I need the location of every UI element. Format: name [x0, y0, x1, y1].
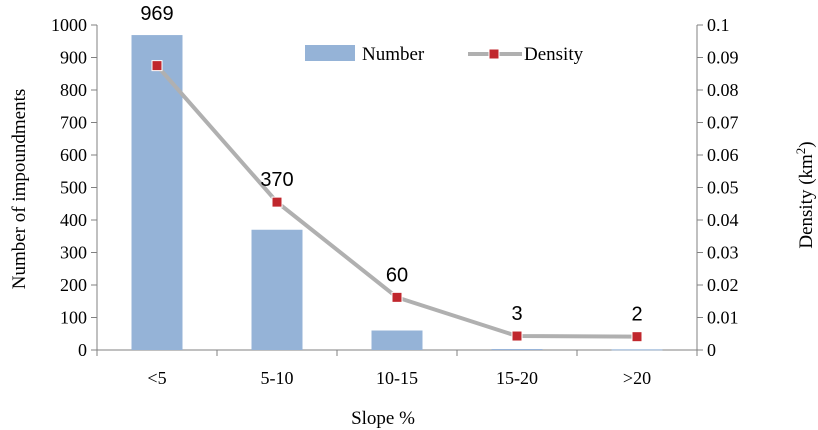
- data-labels: 969 370 60 3 2: [140, 3, 642, 326]
- y-left-tick-label: 900: [60, 48, 87, 68]
- bars-number: [131, 35, 663, 351]
- y-left-tick-label: 0: [78, 340, 87, 360]
- x-tick-label: 10-15: [376, 368, 418, 388]
- y-axis-right-title: Density (km2): [793, 141, 817, 248]
- y-axis-left-title: Number of impoundments: [9, 89, 30, 290]
- density-point: [511, 330, 523, 342]
- legend-label-density: Density: [524, 44, 584, 65]
- bar: [251, 229, 303, 350]
- bar-data-label: 370: [260, 169, 293, 191]
- legend-swatch-density-marker: [488, 48, 500, 60]
- legend-swatch-number: [305, 45, 355, 61]
- density-point: [391, 291, 403, 303]
- y-right-tick-label: 0.09: [707, 48, 739, 68]
- y-left-tick-label: 1000: [51, 15, 87, 35]
- density-point: [151, 60, 163, 72]
- x-tick-label: >20: [623, 368, 651, 388]
- bar-data-label: 60: [386, 264, 408, 286]
- y-left-tick-label: 600: [60, 145, 87, 165]
- y-right-tick-label: 0.01: [707, 308, 739, 328]
- line-density: [151, 60, 643, 343]
- bar: [611, 349, 663, 351]
- x-tick-label: <5: [147, 368, 166, 388]
- y-left-tick-label: 100: [60, 308, 87, 328]
- bar-data-label: 969: [140, 3, 173, 25]
- y-right-tick-label: 0.07: [707, 113, 739, 133]
- y-left-tick-label: 400: [60, 210, 87, 230]
- legend-label-number: Number: [362, 44, 425, 65]
- y-right-tick-label: 0.04: [707, 210, 739, 230]
- density-point: [631, 331, 643, 343]
- x-tick-label: 15-20: [496, 368, 538, 388]
- x-tick-label: 5-10: [261, 368, 294, 388]
- y-left-tick-label: 700: [60, 113, 87, 133]
- y-left-tick-label: 200: [60, 275, 87, 295]
- bar: [491, 349, 543, 351]
- y-right-tick-label: 0.08: [707, 80, 739, 100]
- axes: 0 100 200 300 400 500 600 700 800 900 1000 0 0.01 0.0…: [51, 15, 739, 388]
- y-right-tick-label: 0.03: [707, 243, 739, 263]
- bar: [371, 330, 423, 350]
- y-right-tick-label: 0: [707, 340, 716, 360]
- y-right-tick-label: 0.1: [707, 15, 730, 35]
- x-axis-title: Slope %: [351, 408, 415, 429]
- y-left-tick-label: 800: [60, 80, 87, 100]
- y-right-tick-label: 0.02: [707, 275, 739, 295]
- density-point: [271, 196, 283, 208]
- y-right-tick-label: 0.06: [707, 145, 739, 165]
- bar-data-label: 3: [511, 303, 522, 325]
- y-right-tick-label: 0.05: [707, 178, 739, 198]
- legend: Number Density: [305, 44, 584, 65]
- bar: [131, 35, 183, 350]
- bar-data-label: 2: [631, 304, 642, 326]
- y-left-tick-label: 300: [60, 243, 87, 263]
- y-left-tick-label: 500: [60, 178, 87, 198]
